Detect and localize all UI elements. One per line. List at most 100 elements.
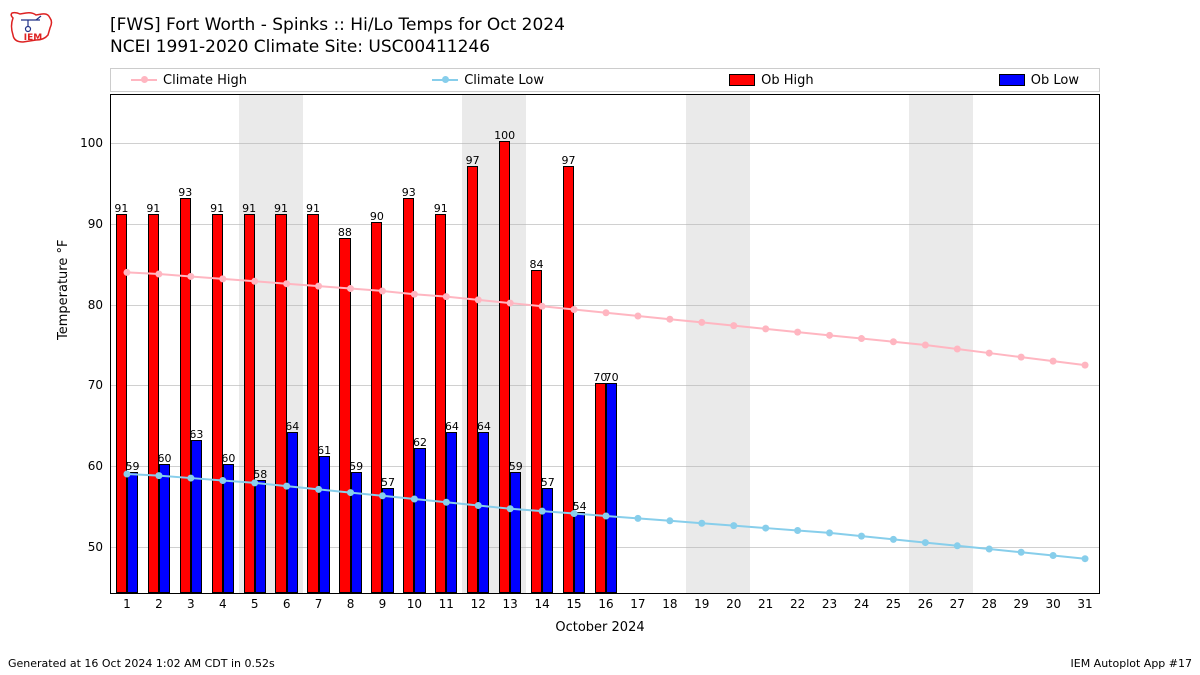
y-tick-label: 90: [88, 217, 111, 231]
climate-low-marker: [858, 533, 865, 540]
legend-climate-low: Climate Low: [432, 73, 544, 88]
climate-low-marker: [666, 517, 673, 524]
climate-high-marker: [986, 350, 993, 357]
x-tick-label: 3: [187, 593, 195, 611]
climate-high-marker: [379, 287, 386, 294]
climate-high-marker: [539, 303, 546, 310]
climate-low-marker: [219, 477, 226, 484]
legend-climate-high: Climate High: [131, 73, 247, 88]
x-tick-label: 28: [982, 593, 997, 611]
chart-title: [FWS] Fort Worth - Spinks :: Hi/Lo Temps…: [110, 14, 565, 58]
x-tick-label: 12: [471, 593, 486, 611]
climate-low-marker: [347, 489, 354, 496]
legend-label: Climate Low: [464, 73, 544, 88]
title-line-2: NCEI 1991-2020 Climate Site: USC00411246: [110, 36, 565, 58]
climate-high-marker: [315, 283, 322, 290]
x-tick-label: 30: [1045, 593, 1060, 611]
climate-high-marker: [666, 316, 673, 323]
climate-low-marker: [826, 529, 833, 536]
legend-ob-high: Ob High: [729, 73, 814, 88]
climate-high-marker: [155, 271, 162, 278]
climate-high-marker: [1050, 358, 1057, 365]
x-tick-label: 15: [566, 593, 581, 611]
x-tick-label: 23: [822, 593, 837, 611]
x-tick-label: 20: [726, 593, 741, 611]
climate-low-marker: [443, 499, 450, 506]
climate-high-marker: [251, 278, 258, 285]
climate-low-marker: [411, 496, 418, 503]
legend-label: Ob Low: [1031, 73, 1079, 88]
x-tick-label: 10: [407, 593, 422, 611]
y-tick-label: 50: [88, 540, 111, 554]
svg-text:IEM: IEM: [24, 33, 42, 43]
y-tick-label: 70: [88, 378, 111, 392]
climate-low-marker: [603, 512, 610, 519]
climate-low-marker: [1018, 549, 1025, 556]
x-tick-label: 13: [503, 593, 518, 611]
title-line-1: [FWS] Fort Worth - Spinks :: Hi/Lo Temps…: [110, 14, 565, 36]
climate-low-marker: [986, 546, 993, 553]
x-tick-label: 31: [1077, 593, 1092, 611]
x-tick-label: 22: [790, 593, 805, 611]
climate-lines: [111, 95, 1101, 595]
climate-low-marker: [922, 539, 929, 546]
climate-high-marker: [922, 342, 929, 349]
climate-high-marker: [347, 285, 354, 292]
climate-high-marker: [890, 338, 897, 345]
climate-high-marker: [698, 319, 705, 326]
climate-low-marker: [283, 483, 290, 490]
climate-high-marker: [283, 280, 290, 287]
x-tick-label: 8: [347, 593, 355, 611]
climate-low-marker: [794, 527, 801, 534]
climate-high-marker: [187, 273, 194, 280]
climate-high-marker: [571, 306, 578, 313]
climate-high-marker: [123, 269, 130, 276]
legend-label: Ob High: [761, 73, 814, 88]
x-axis-label: October 2024: [0, 620, 1200, 635]
climate-low-marker: [1082, 555, 1089, 562]
climate-low-marker: [954, 542, 961, 549]
legend: Climate High Climate Low Ob High Ob Low: [110, 68, 1100, 92]
climate-high-marker: [443, 293, 450, 300]
x-tick-label: 2: [155, 593, 163, 611]
climate-high-line: [127, 272, 1085, 365]
climate-low-marker: [475, 502, 482, 509]
x-tick-label: 19: [694, 593, 709, 611]
climate-low-marker: [890, 536, 897, 543]
x-tick-label: 27: [950, 593, 965, 611]
climate-low-marker: [251, 479, 258, 486]
climate-low-marker: [187, 475, 194, 482]
x-tick-label: 1: [123, 593, 131, 611]
y-axis-label: Temperature °F: [56, 240, 71, 340]
x-tick-label: 26: [918, 593, 933, 611]
y-tick-label: 60: [88, 459, 111, 473]
x-tick-label: 9: [379, 593, 387, 611]
x-tick-label: 4: [219, 593, 227, 611]
x-tick-label: 14: [534, 593, 549, 611]
climate-high-marker: [507, 300, 514, 307]
y-tick-label: 100: [80, 136, 111, 150]
climate-high-marker: [634, 312, 641, 319]
climate-high-marker: [826, 332, 833, 339]
x-tick-label: 7: [315, 593, 323, 611]
chart-plot-area: 5060708090100123456789101112131415161718…: [110, 94, 1100, 594]
x-tick-label: 24: [854, 593, 869, 611]
climate-high-marker: [858, 335, 865, 342]
climate-high-marker: [1082, 362, 1089, 369]
climate-low-marker: [539, 508, 546, 515]
climate-high-marker: [411, 291, 418, 298]
legend-label: Climate High: [163, 73, 247, 88]
x-tick-label: 21: [758, 593, 773, 611]
x-tick-label: 16: [598, 593, 613, 611]
climate-low-marker: [762, 525, 769, 532]
climate-high-marker: [475, 296, 482, 303]
footer-app: IEM Autoplot App #17: [1071, 657, 1193, 670]
climate-low-marker: [379, 492, 386, 499]
climate-high-marker: [730, 322, 737, 329]
x-tick-label: 11: [439, 593, 454, 611]
climate-high-marker: [1018, 354, 1025, 361]
climate-high-marker: [794, 329, 801, 336]
climate-high-marker: [603, 309, 610, 316]
footer-generated: Generated at 16 Oct 2024 1:02 AM CDT in …: [8, 657, 275, 670]
climate-low-marker: [1050, 552, 1057, 559]
